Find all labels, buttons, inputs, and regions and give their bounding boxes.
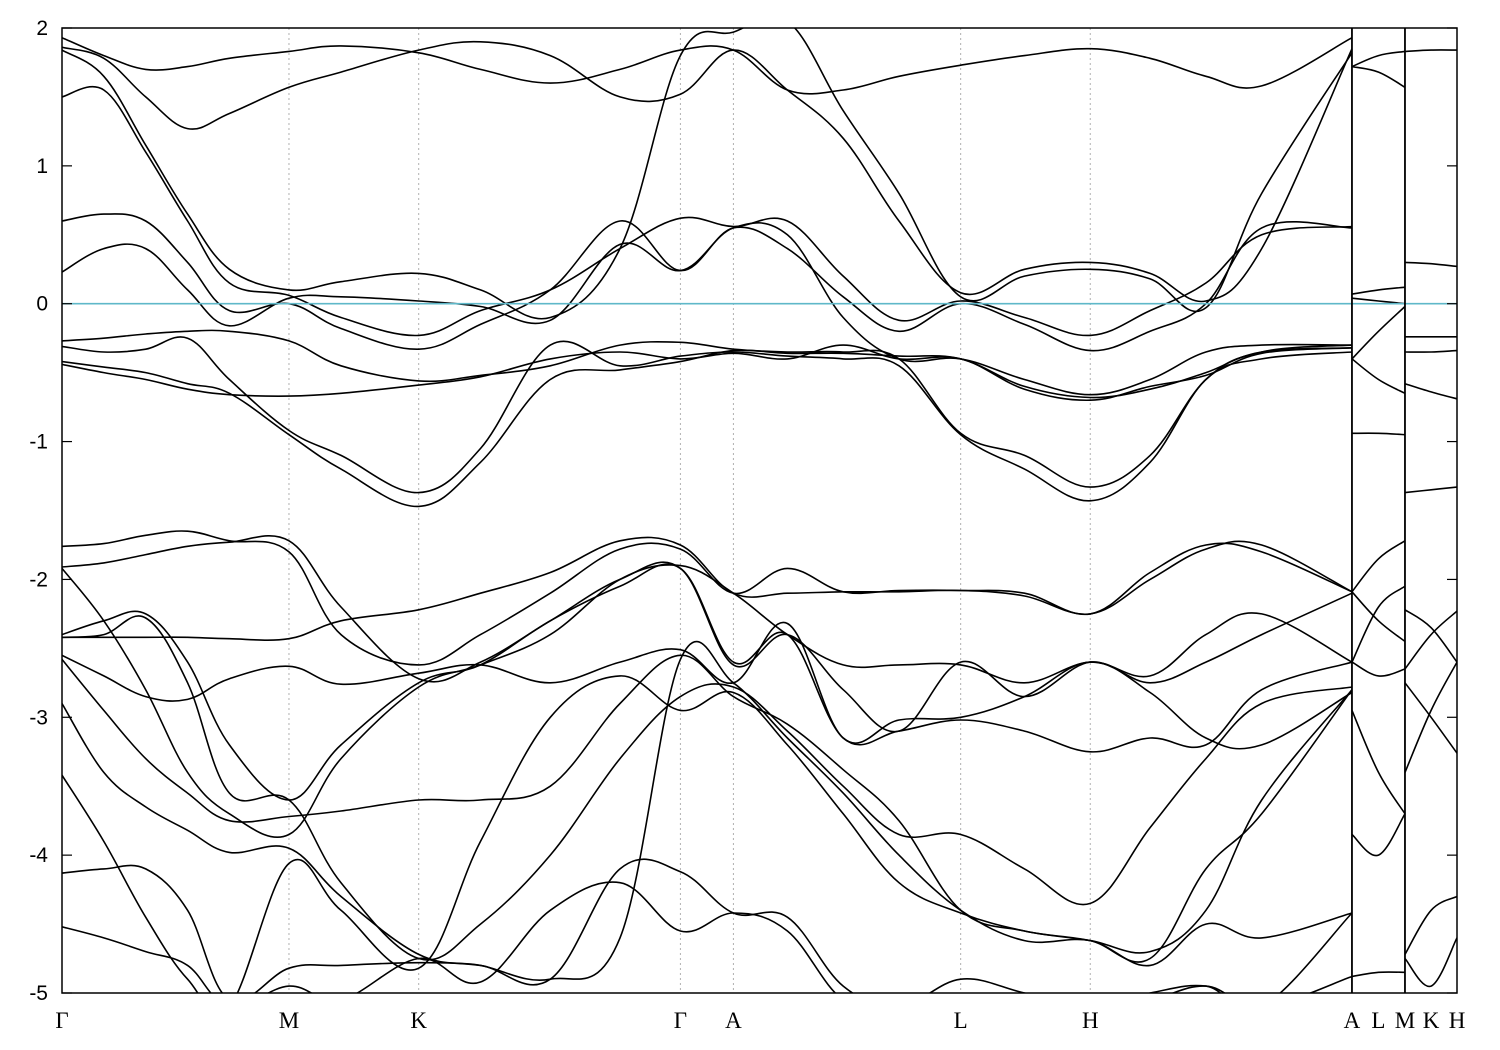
- band-line-22: [1351, 65, 1406, 88]
- band-line-39: [1404, 349, 1457, 353]
- plot-frame: [61, 27, 1458, 994]
- band-line-32: [1351, 661, 1406, 677]
- band-line-1: [62, 40, 1353, 303]
- kpoint-label: L: [1371, 1008, 1385, 1033]
- band-line-29: [1351, 540, 1406, 593]
- band-line-15: [62, 654, 1353, 963]
- y-axis-tick-labels: -5 -4 -3 -2 -1 0 1 2: [29, 17, 48, 1005]
- band-line-5: [62, 222, 1353, 396]
- band-line-9: [62, 344, 1353, 402]
- kpoint-label: K: [1423, 1008, 1440, 1033]
- band-line-37: [1404, 261, 1457, 268]
- y-tick-label: -2: [29, 568, 48, 591]
- band-line-30: [1351, 591, 1406, 643]
- band-line-8: [62, 347, 1353, 508]
- band-line-35: [1351, 971, 1406, 978]
- kpoint-label: M: [1395, 1008, 1415, 1033]
- band-line-31: [1351, 585, 1406, 663]
- band-line-42: [1404, 609, 1457, 663]
- y-tick-label: -5: [29, 982, 48, 1005]
- band-line-28: [1351, 432, 1406, 436]
- kpoint-label: Γ: [674, 1008, 687, 1033]
- y-tick-label: -1: [29, 431, 48, 454]
- kpoint-label: A: [1344, 1008, 1361, 1033]
- band-line-25: [1351, 297, 1406, 305]
- y-axis-ticks: [62, 27, 1457, 994]
- band-line-45: [1404, 661, 1457, 773]
- band-lines: [62, 28, 1457, 993]
- kpoint-label: Γ: [55, 1008, 68, 1033]
- band-line-16: [62, 640, 1353, 981]
- band-line-44: [1404, 682, 1457, 754]
- kpoint-gridlines: [288, 28, 1406, 993]
- kpoint-label: L: [954, 1008, 968, 1033]
- band-line-40: [1404, 382, 1457, 400]
- band-line-10: [62, 530, 1353, 666]
- band-line-2: [62, 28, 1353, 320]
- band-line-26: [1351, 358, 1406, 395]
- y-tick-label: 1: [36, 155, 48, 178]
- band-line-43: [1404, 610, 1457, 670]
- band-line-12: [62, 536, 1353, 641]
- kpoint-label: M: [279, 1008, 299, 1033]
- y-tick-label: 2: [36, 17, 48, 40]
- band-line-14: [62, 621, 1353, 750]
- band-line-7: [62, 336, 1353, 502]
- band-line-17: [62, 675, 1353, 993]
- band-line-36: [1404, 49, 1457, 53]
- band-line-34: [1351, 813, 1406, 857]
- band-line-23: [1351, 50, 1406, 68]
- band-line-21: [62, 563, 1353, 801]
- band-line-27: [1351, 305, 1406, 360]
- band-line-46: [1404, 895, 1457, 955]
- band-line-41: [1404, 486, 1457, 494]
- band-line-19: [62, 881, 1353, 993]
- y-tick-label: -4: [29, 844, 48, 867]
- kpoint-label: H: [1082, 1008, 1099, 1033]
- kpoint-label: H: [1449, 1008, 1466, 1033]
- band-line-47: [1404, 937, 1457, 987]
- y-tick-label: 0: [36, 293, 48, 316]
- band-line-0: [62, 36, 1353, 95]
- y-tick-label: -3: [29, 706, 48, 729]
- band-line-6: [62, 329, 1353, 488]
- band-line-13: [62, 615, 1353, 961]
- band-line-11: [62, 534, 1353, 733]
- kpoint-label: K: [410, 1008, 427, 1033]
- band-line-3: [62, 85, 1353, 337]
- band-line-24: [1351, 286, 1406, 295]
- band-line-18: [62, 858, 1353, 993]
- band-line-33: [1351, 710, 1406, 815]
- segment-break-lines: [1351, 28, 1406, 993]
- kpoint-label: A: [725, 1008, 742, 1033]
